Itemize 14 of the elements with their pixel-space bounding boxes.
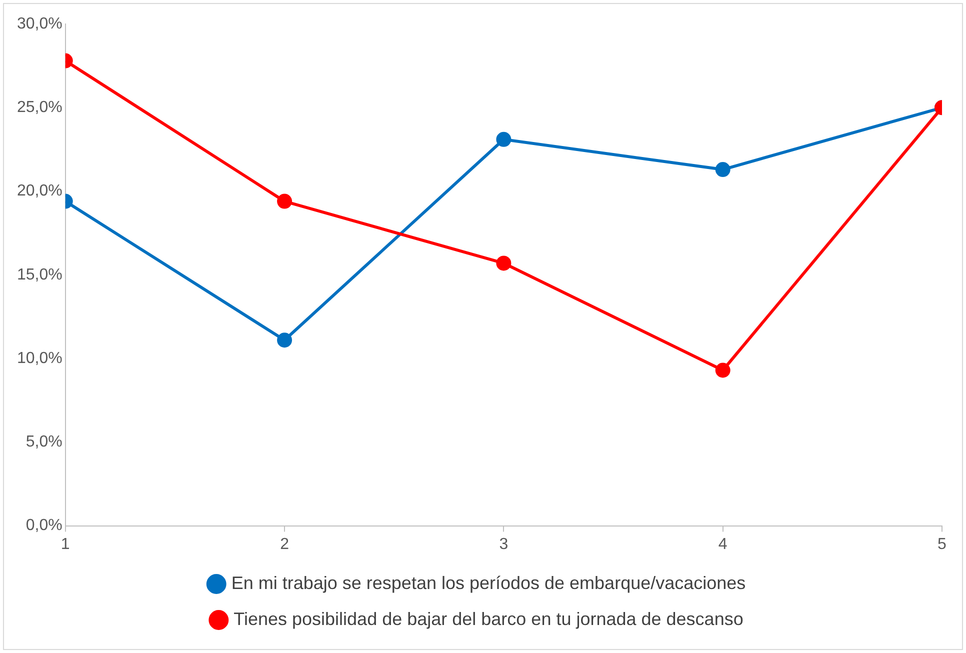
y-tick-label: 20,0% (16, 182, 62, 200)
x-tick-label: 4 (718, 536, 728, 553)
x-tick-label: 3 (499, 536, 508, 553)
x-tick-label: 1 (60, 536, 70, 553)
x-tick-label: 5 (938, 536, 947, 553)
y-tick-label: 25,0% (16, 99, 62, 116)
y-tick-label: 15,0% (16, 266, 62, 284)
y-tick-label: 30,0% (16, 15, 62, 32)
y-tick-label: 5,0% (26, 434, 62, 451)
x-tick-label: 2 (280, 536, 290, 553)
legend-label: En mi trabajo se respetan los períodos de embarque/vacaciones (231, 572, 746, 593)
y-tick-label: 0,0% (26, 517, 62, 534)
y-tick-label: 10,0% (16, 350, 62, 367)
legend-label: Tienes posibilidad de bajar del barco en tu jornada de descanso (234, 608, 744, 629)
